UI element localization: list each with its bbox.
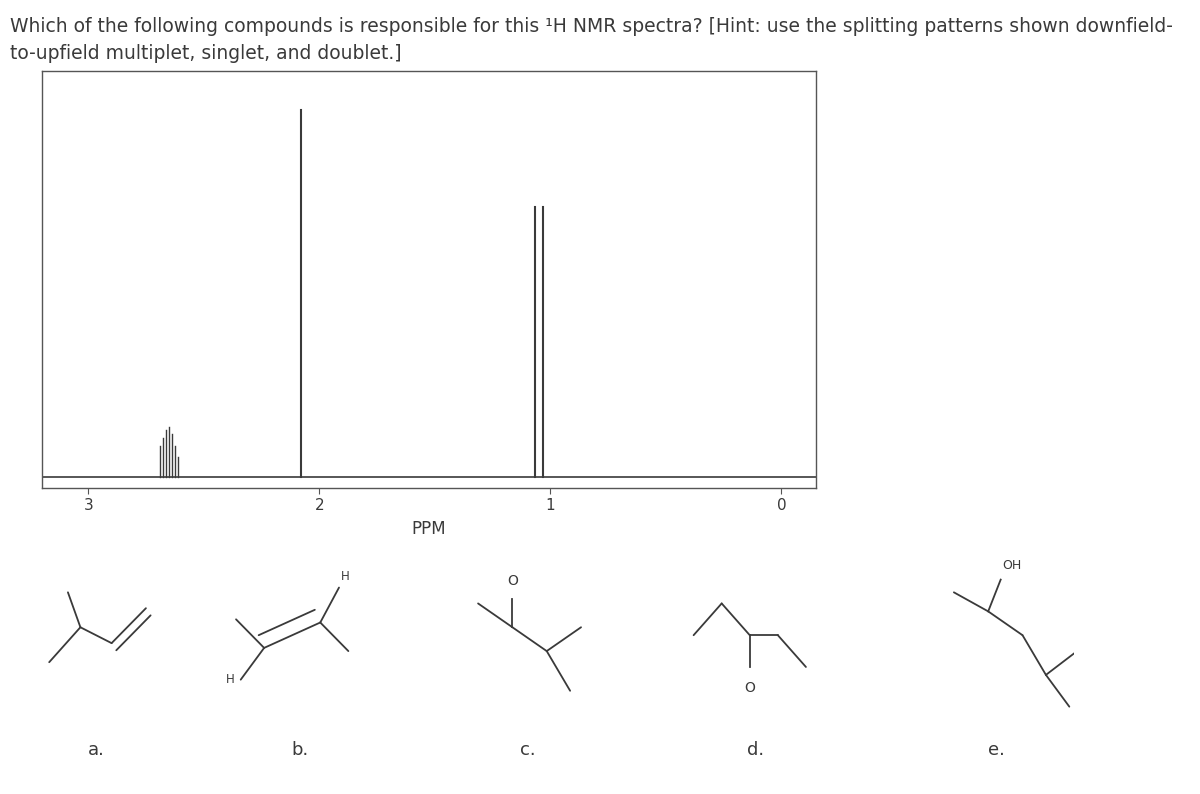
Text: e.: e. (988, 742, 1004, 759)
Text: a.: a. (88, 742, 104, 759)
Text: c.: c. (520, 742, 536, 759)
Text: b.: b. (292, 742, 308, 759)
Text: H: H (341, 570, 349, 583)
Text: OH: OH (1002, 559, 1021, 572)
X-axis label: PPM: PPM (412, 520, 446, 538)
Text: O: O (506, 573, 518, 588)
Text: O: O (744, 681, 755, 696)
Text: to-upfield multiplet, singlet, and doublet.]: to-upfield multiplet, singlet, and doubl… (10, 44, 401, 63)
Text: H: H (226, 673, 234, 686)
Text: d.: d. (748, 742, 764, 759)
Text: Which of the following compounds is responsible for this ¹H NMR spectra? [Hint: : Which of the following compounds is resp… (10, 17, 1172, 37)
